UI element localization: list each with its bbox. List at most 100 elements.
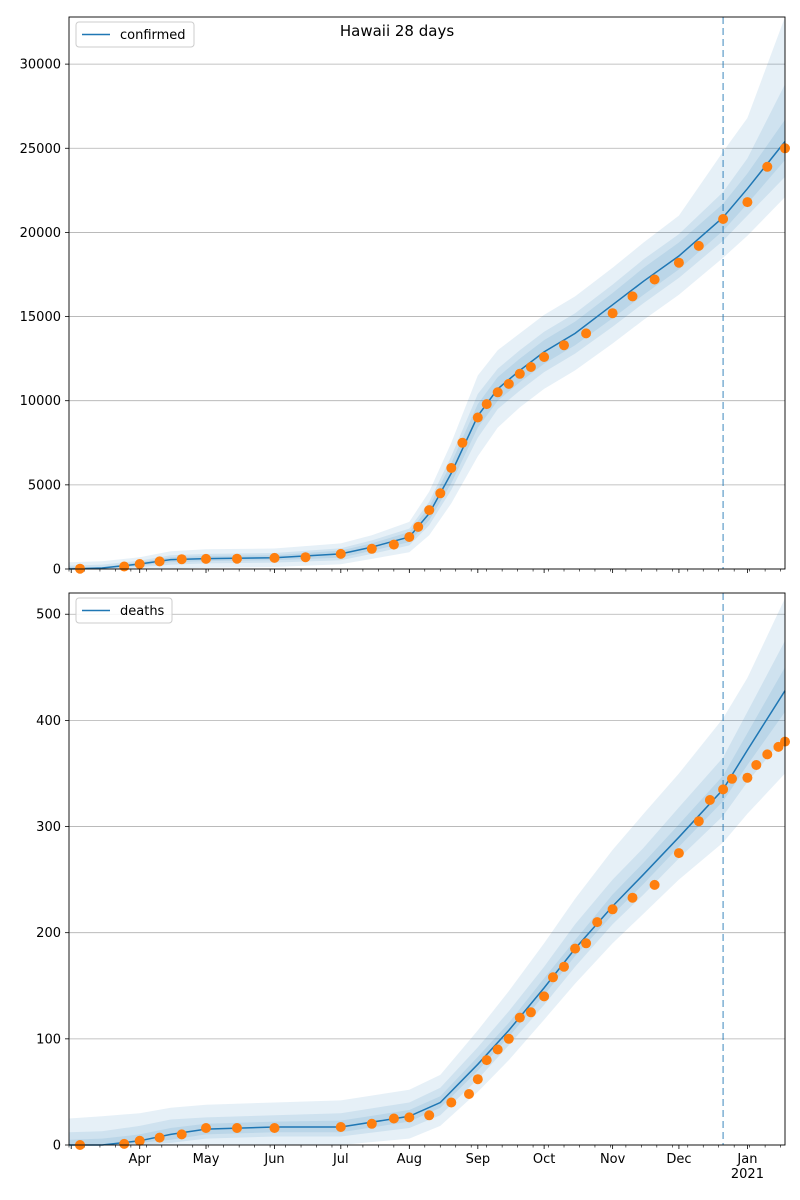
y-tick-label: 10000 (20, 394, 61, 409)
observed-point (762, 161, 773, 172)
x-tick-label: Jul (332, 1152, 349, 1167)
observed-point (514, 368, 525, 379)
observed-point (446, 463, 457, 473)
observed-point (176, 1129, 187, 1140)
figure-title: Hawaii 28 days (340, 22, 454, 40)
observed-point (607, 308, 618, 319)
observed-point (457, 437, 468, 448)
uncertainty-band-1 (69, 598, 785, 1145)
x-tick-label: Jun (263, 1152, 284, 1167)
y-tick-label: 25000 (20, 142, 61, 157)
observed-point (581, 938, 592, 949)
observed-point (134, 1135, 145, 1146)
observed-point (201, 1123, 211, 1133)
y-tick-label: 5000 (28, 478, 61, 493)
x-tick-label: Dec (666, 1152, 691, 1167)
uncertainty-band-2 (69, 640, 785, 1145)
x-tick-label: 2021 (731, 1167, 764, 1182)
observed-point (134, 559, 145, 569)
observed-point (119, 561, 130, 572)
legend-label: deaths (120, 604, 165, 619)
observed-point (607, 904, 618, 915)
observed-point (388, 1113, 399, 1124)
legend-box (75, 597, 173, 624)
observed-point (742, 772, 753, 783)
y-tick-label: 400 (36, 714, 61, 729)
observed-point (503, 1033, 514, 1044)
observed-point (492, 1044, 503, 1055)
observed-point (525, 362, 536, 372)
observed-point (366, 543, 377, 554)
observed-point (232, 1123, 242, 1133)
y-tick-label: 15000 (20, 310, 61, 325)
observed-point (649, 879, 660, 890)
observed-point (424, 1110, 435, 1121)
observed-point (424, 505, 435, 516)
panel-confirmed: 0 5000 10000 15000 20000 25000 30000 confirmed (20, 16, 790, 578)
observed-point (627, 291, 638, 302)
observed-point (435, 488, 446, 499)
observed-point (119, 1138, 130, 1149)
observed-point (718, 784, 729, 795)
observed-point (335, 1122, 346, 1132)
model-line-deaths (69, 690, 786, 1146)
axes-frame (68, 16, 786, 570)
observed-point (404, 1112, 415, 1123)
observed-point (481, 399, 492, 410)
x-tick-label: Nov (600, 1152, 626, 1167)
y-tick-label: 200 (36, 926, 61, 941)
observed-point (300, 552, 311, 563)
observed-point (559, 961, 569, 972)
y-tick-label: 0 (53, 1139, 61, 1154)
observed-point (503, 378, 514, 389)
observed-point (232, 553, 242, 564)
observed-point (269, 1123, 280, 1133)
observed-point (269, 552, 280, 563)
y-tick-label: 500 (36, 608, 61, 623)
observed-point (704, 795, 715, 805)
observed-point (693, 240, 704, 251)
y-tick-label: 20000 (20, 226, 61, 241)
observed-point (154, 556, 165, 567)
x-tick-label: Oct (533, 1152, 555, 1167)
x-tick-label: Sep (466, 1152, 491, 1167)
observed-point (581, 328, 592, 339)
observed-point (559, 340, 569, 351)
panel-deaths: 0 100 200 300 400 500 Apr May Jun Jul Aug Sep Oct Nov… (36, 592, 790, 1182)
observed-point (592, 917, 603, 928)
x-tick-label: Apr (128, 1152, 151, 1167)
y-tick-label: 100 (36, 1032, 61, 1047)
observed-point (413, 521, 424, 532)
observed-point (446, 1097, 457, 1108)
observed-point (481, 1055, 492, 1066)
observed-point (548, 972, 558, 983)
uncertainty-band-1 (69, 17, 785, 569)
observed-point (472, 1074, 483, 1085)
observed-point (751, 760, 762, 770)
observed-point (673, 848, 684, 859)
observed-point (404, 532, 415, 542)
x-tick-label: May (193, 1152, 220, 1167)
y-tick-label: 0 (53, 563, 61, 578)
observed-point (176, 554, 187, 565)
legend-label: confirmed (120, 28, 186, 43)
observed-point (514, 1012, 525, 1023)
observed-point (727, 773, 737, 784)
legend: deaths (75, 597, 173, 624)
axes-frame (68, 592, 786, 1146)
observed-point (570, 943, 581, 954)
observed-point (335, 548, 346, 559)
y-tick-label: 300 (36, 820, 61, 835)
observed-point (525, 1007, 536, 1018)
observed-point (366, 1118, 377, 1129)
observed-point (627, 892, 638, 903)
observed-point (472, 412, 483, 423)
observed-point (742, 197, 753, 208)
observed-point (539, 991, 550, 1002)
observed-point (693, 816, 704, 827)
observed-point (762, 749, 773, 760)
observed-point (718, 214, 729, 224)
legend: confirmed (75, 21, 195, 48)
observed-point (649, 274, 660, 285)
